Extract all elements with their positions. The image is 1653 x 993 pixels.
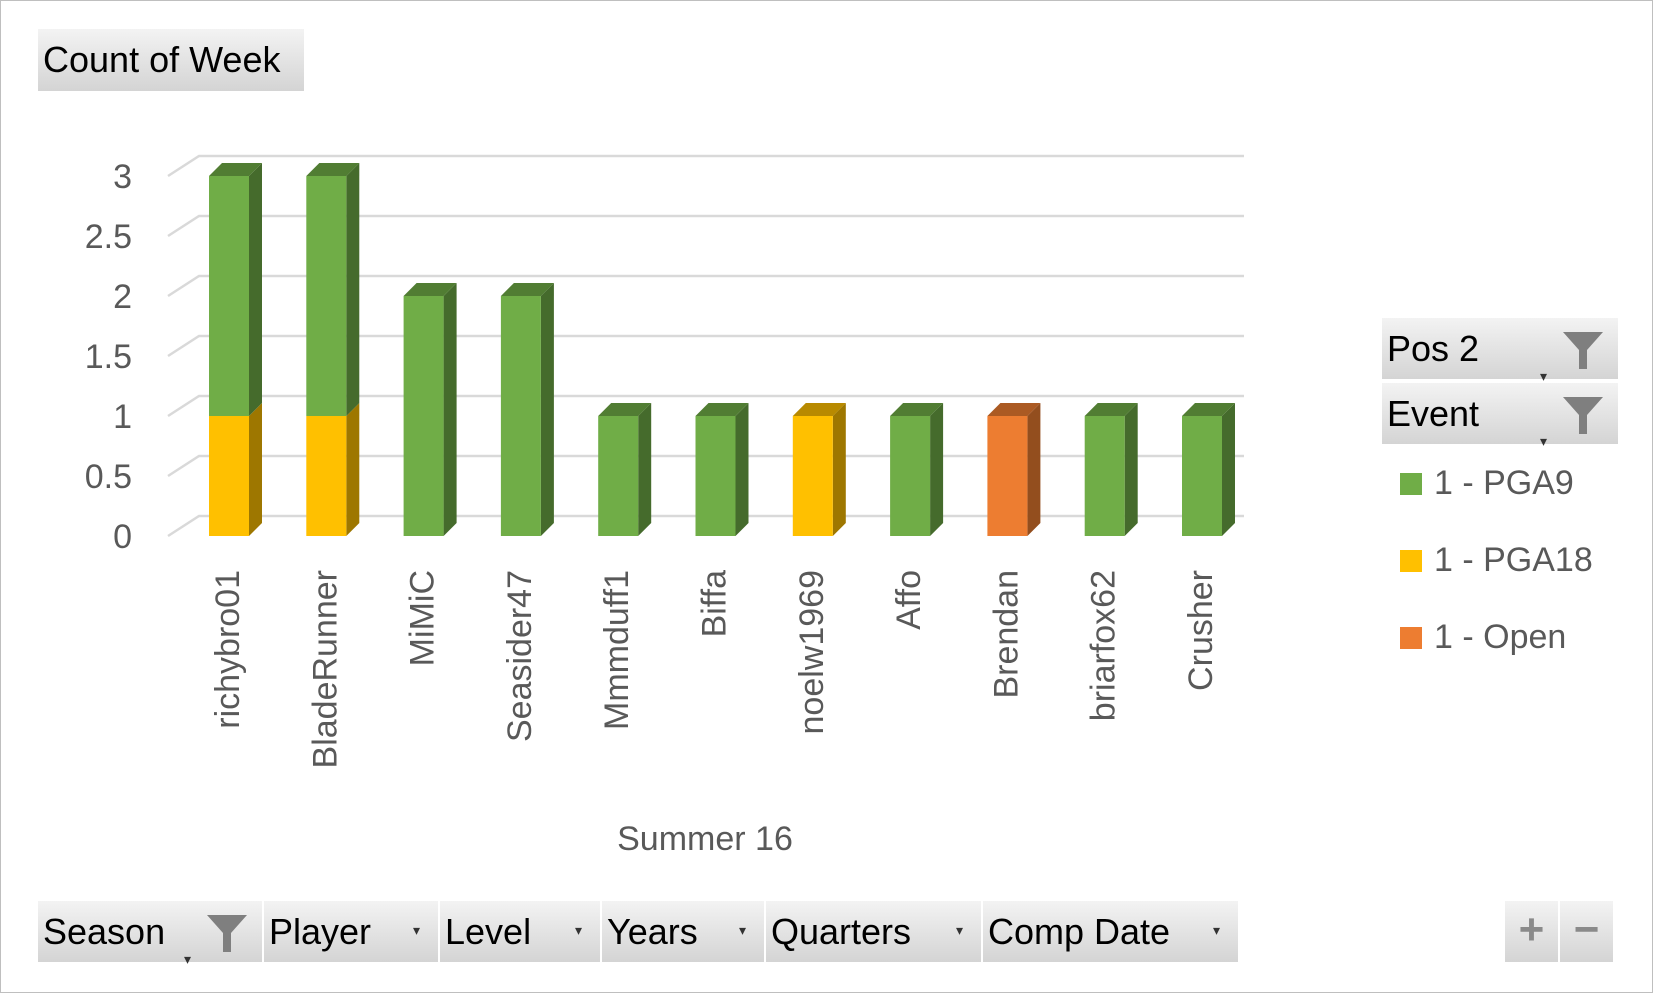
axis-field-label: Comp Date <box>988 911 1171 952</box>
bar-side <box>346 403 360 536</box>
bar-top <box>598 403 652 416</box>
legend-field-event-button[interactable]: Event ▾ <box>1382 383 1620 449</box>
chevron-down-icon: ▾ <box>412 922 420 938</box>
bar-top <box>500 283 554 296</box>
filter-funnel-icon: ▾ <box>184 911 248 967</box>
bar-top <box>792 403 846 416</box>
chevron-down-icon: ▾ <box>1540 433 1548 449</box>
x-tick-label: BladeRunner <box>306 570 344 768</box>
chevron-down-icon: ▾ <box>574 922 582 938</box>
bar <box>792 416 833 536</box>
filter-funnel-icon: ▾ <box>1540 328 1604 384</box>
bar <box>695 416 736 536</box>
bar <box>306 416 347 536</box>
x-tick-label: Affo <box>890 570 928 630</box>
legend-field-label: Pos 2 <box>1387 328 1480 369</box>
bar-side <box>346 163 360 416</box>
x-tick-label: richybro01 <box>209 570 247 729</box>
bar-side <box>735 403 749 536</box>
bar-side <box>249 403 262 536</box>
legend-field-pos2-button[interactable]: Pos 2 ▾ <box>1382 318 1620 384</box>
x-tick-label: briarfox62 <box>1085 570 1123 721</box>
bar-top <box>890 403 944 416</box>
x-tick-label: Brendan <box>987 570 1025 699</box>
x-tick-label: MiMiC <box>404 570 442 666</box>
x-tick-label: noelw1969 <box>793 570 831 734</box>
bar-top <box>987 403 1041 416</box>
chevron-down-icon: ▾ <box>1212 922 1220 938</box>
bar-side <box>1027 403 1041 536</box>
value-field-label: Count of Week <box>43 39 281 80</box>
bar-side <box>1222 403 1235 536</box>
bar-top <box>209 163 262 176</box>
bar-top <box>403 283 457 296</box>
bar <box>403 296 444 536</box>
legend-swatch <box>1400 473 1422 495</box>
y-tick-label: 1 <box>113 398 132 436</box>
y-tick-label: 2 <box>113 278 132 316</box>
bar-top <box>1182 403 1235 416</box>
chevron-down-icon: ▾ <box>738 922 746 938</box>
y-tick-label: 1.5 <box>85 338 132 376</box>
bar-side <box>1124 403 1138 536</box>
gridline <box>167 394 1244 418</box>
x-tick-label: Mmmduff1 <box>598 570 636 730</box>
bar-top <box>1084 403 1138 416</box>
axis-field-label: Quarters <box>771 911 912 952</box>
bar <box>1084 416 1125 536</box>
x-tick-label: Seasider47 <box>501 570 539 742</box>
y-tick-label: 3 <box>113 158 132 196</box>
axis-field-title: Summer 16 <box>617 820 793 858</box>
y-tick-label: 0 <box>113 518 132 556</box>
bar <box>890 416 931 536</box>
gridline <box>167 214 1244 238</box>
axis-field-years-button[interactable]: Years ▾ <box>602 901 766 962</box>
bar <box>987 416 1028 536</box>
y-tick-label: 0.5 <box>85 458 132 496</box>
bar-side <box>249 163 262 416</box>
chevron-down-icon: ▾ <box>955 922 963 938</box>
legend-label: 1 - Open <box>1434 618 1567 656</box>
legend-label: 1 - PGA18 <box>1434 541 1593 579</box>
collapse-field-button[interactable]: − <box>1560 901 1613 962</box>
bar-top <box>306 163 360 176</box>
axis-field-comp-date-button[interactable]: Comp Date ▾ <box>983 901 1240 962</box>
bar-side <box>832 403 846 536</box>
x-tick-label: Biffa <box>696 570 734 638</box>
filter-funnel-icon: ▾ <box>1540 393 1604 449</box>
axis-field-label: Season <box>43 911 166 952</box>
axis-field-label: Years <box>607 911 698 952</box>
axis-field-level-button[interactable]: Level ▾ <box>440 901 602 962</box>
gridline <box>167 334 1244 358</box>
axis-field-player-button[interactable]: Player ▾ <box>264 901 440 962</box>
expand-field-button[interactable]: + <box>1505 901 1558 962</box>
x-tick-label: Crusher <box>1182 570 1220 691</box>
axis-field-label: Level <box>445 911 532 952</box>
legend-swatch <box>1400 550 1422 572</box>
bar <box>209 176 249 416</box>
legend-swatch <box>1400 627 1422 649</box>
axis-field-label: Player <box>269 911 372 952</box>
chevron-down-icon: ▾ <box>184 951 192 967</box>
bar <box>306 176 347 416</box>
bar <box>209 416 249 536</box>
bar-side <box>930 403 944 536</box>
y-tick-label: 2.5 <box>85 218 132 256</box>
bar-side <box>540 283 554 536</box>
bar <box>500 296 541 536</box>
legend-field-label: Event <box>1387 393 1480 434</box>
bar <box>1182 416 1222 536</box>
bar-side <box>443 283 457 536</box>
axis-field-season-button[interactable]: Season ▾ <box>38 901 264 967</box>
axis-field-quarters-button[interactable]: Quarters ▾ <box>766 901 983 962</box>
gridline <box>167 154 1244 178</box>
value-field-button[interactable]: Count of Week <box>38 29 306 91</box>
gridline <box>167 274 1244 298</box>
bar-top <box>695 403 749 416</box>
chevron-down-icon: ▾ <box>1540 368 1548 384</box>
bar <box>598 416 639 536</box>
legend-label: 1 - PGA9 <box>1434 464 1574 502</box>
bar-side <box>638 403 652 536</box>
